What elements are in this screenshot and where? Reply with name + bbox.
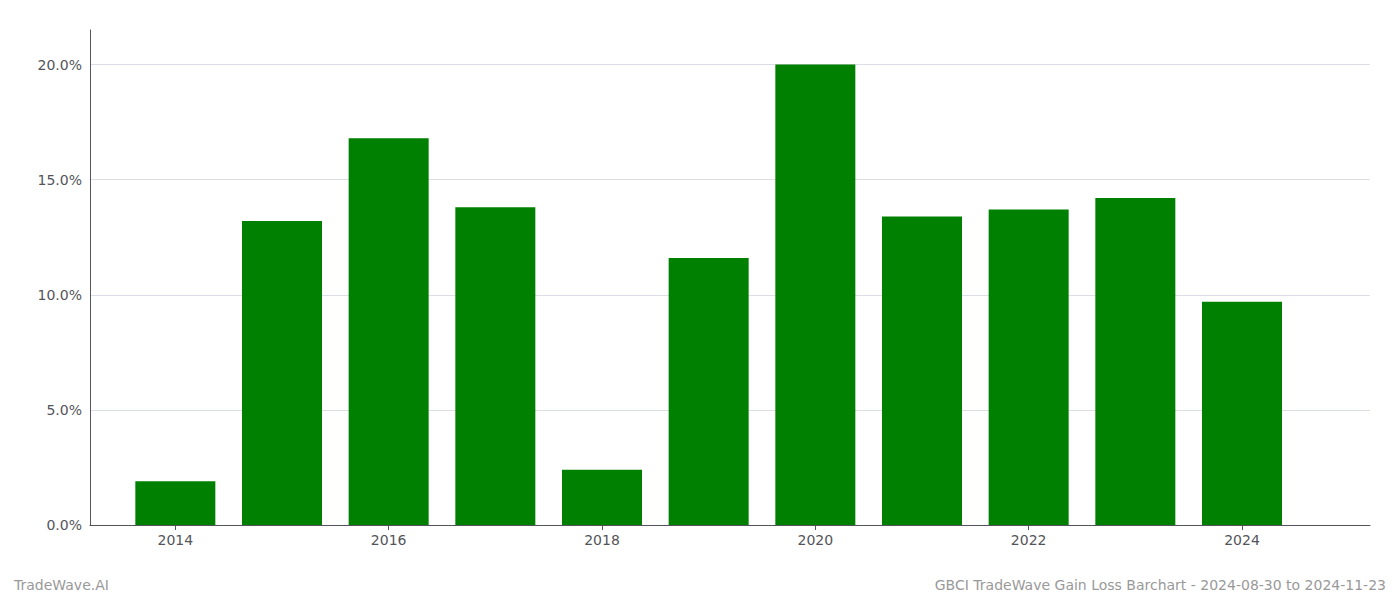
svg-text:2020: 2020 (798, 532, 834, 548)
svg-text:GBCI TradeWave Gain Loss Barch: GBCI TradeWave Gain Loss Barchart - 2024… (935, 577, 1386, 593)
svg-text:0.0%: 0.0% (46, 517, 82, 533)
svg-text:2016: 2016 (371, 532, 407, 548)
svg-text:15.0%: 15.0% (38, 172, 82, 188)
svg-text:10.0%: 10.0% (38, 287, 82, 303)
svg-text:TradeWave.AI: TradeWave.AI (13, 577, 109, 593)
svg-text:5.0%: 5.0% (46, 402, 82, 418)
svg-text:2014: 2014 (158, 532, 194, 548)
svg-text:2018: 2018 (584, 532, 620, 548)
svg-text:2022: 2022 (1011, 532, 1047, 548)
svg-text:2024: 2024 (1224, 532, 1260, 548)
svg-text:20.0%: 20.0% (38, 57, 82, 73)
